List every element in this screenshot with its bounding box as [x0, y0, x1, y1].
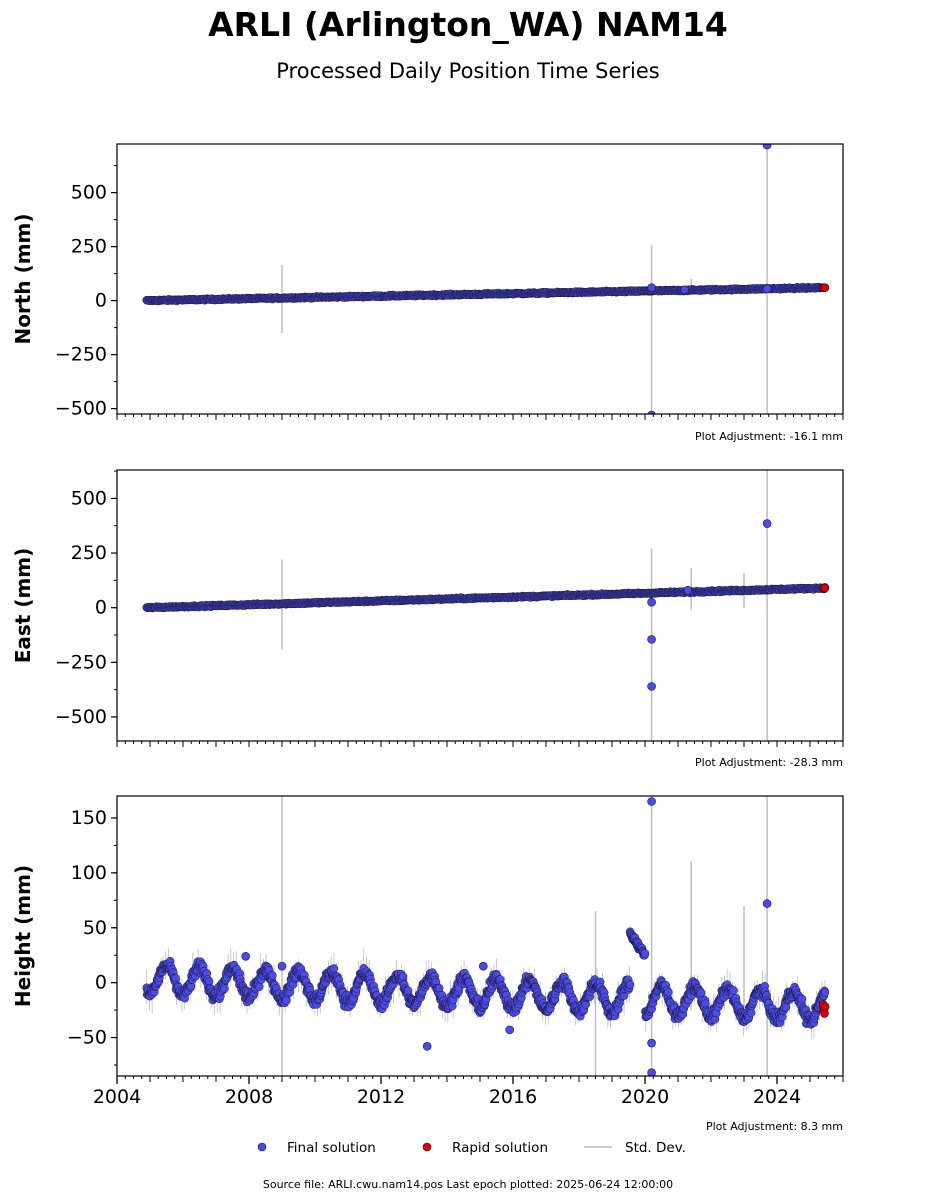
y-tick-label: 0	[95, 972, 107, 994]
rapid-point	[820, 1002, 830, 1012]
plot-area	[142, 144, 830, 414]
final-point	[797, 994, 807, 1004]
y-axis-label: North (mm)	[11, 213, 35, 344]
rapid-point	[820, 583, 830, 593]
final-point	[403, 986, 413, 995]
legend-rapid-marker	[422, 1142, 432, 1152]
final-point	[640, 949, 650, 958]
rapid-point	[820, 283, 830, 292]
x-tick-label: 2008	[225, 1086, 273, 1108]
final-point	[398, 972, 408, 981]
final-point	[625, 980, 635, 989]
y-tick-label: 150	[71, 807, 107, 829]
outlier-point	[647, 635, 656, 644]
outlier-point	[762, 284, 772, 294]
legend-stddev-label: Std. Dev.	[625, 1140, 686, 1156]
outlier-point	[647, 597, 656, 607]
final-point	[729, 986, 738, 995]
outlier-point	[241, 952, 250, 961]
outlier-point	[683, 585, 693, 595]
y-tick-label: 500	[71, 487, 107, 509]
y-tick-label: 250	[71, 236, 107, 258]
final-point	[696, 988, 706, 998]
outlier-point	[647, 410, 656, 414]
y-tick-label: −500	[55, 398, 107, 420]
outlier-point	[647, 283, 656, 292]
outlier-point	[422, 1042, 432, 1051]
y-tick-label: 100	[71, 862, 107, 884]
final-point	[282, 996, 291, 1006]
final-point	[434, 983, 444, 993]
plot-area	[142, 796, 830, 1076]
east-adjustment-label: Plot Adjustment: -28.3 mm	[695, 756, 843, 769]
y-tick-label: −50	[67, 1027, 107, 1049]
outlier-point	[647, 797, 656, 806]
outlier-point	[762, 144, 772, 150]
y-tick-label: 500	[71, 182, 107, 204]
y-axis-label: Height (mm)	[11, 865, 35, 1007]
plot-area	[142, 470, 830, 741]
outlier-point	[505, 1025, 515, 1035]
final-point	[268, 971, 277, 980]
legend-final-label: Final solution	[287, 1140, 376, 1156]
north-adjustment-label: Plot Adjustment: -16.1 mm	[695, 430, 843, 443]
outlier-point	[647, 1038, 656, 1048]
final-point	[781, 1002, 791, 1012]
axes-frame	[116, 143, 844, 415]
outlier-point	[647, 1068, 656, 1076]
y-tick-label: 0	[95, 290, 107, 312]
final-point	[820, 988, 830, 997]
x-tick-label: 2020	[621, 1086, 669, 1108]
final-point	[255, 982, 264, 992]
final-point	[664, 987, 673, 997]
outlier-point	[762, 519, 772, 528]
outlier-point	[680, 285, 689, 295]
outlier-point	[647, 682, 656, 691]
x-tick-label: 2016	[489, 1086, 537, 1108]
legend: Final solution Rapid solution Std. Dev.	[257, 1140, 686, 1156]
y-tick-label: 0	[95, 597, 107, 619]
legend-final-marker	[257, 1142, 267, 1152]
x-tick-label: 2024	[753, 1086, 801, 1108]
x-tick-label: 2004	[93, 1086, 141, 1108]
y-axis-label: East (mm)	[11, 548, 35, 664]
height-adjustment-label: Plot Adjustment: 8.3 mm	[706, 1120, 843, 1133]
y-tick-label: −500	[55, 706, 107, 728]
outlier-point	[277, 961, 287, 971]
y-tick-label: 50	[83, 917, 107, 939]
final-point	[329, 964, 339, 973]
east-panel: −500 −250 0 250 500 East (mm)	[11, 469, 844, 747]
x-tick-label: 2012	[357, 1086, 405, 1108]
height-panel: −50 0 50 100 150 2004 2008 2012 2016 2020 2024 Heig…	[11, 795, 844, 1108]
outlier-point	[762, 899, 772, 908]
y-tick-label: 250	[71, 542, 107, 564]
y-tick-label: −250	[55, 344, 107, 366]
legend-rapid-label: Rapid solution	[452, 1140, 548, 1156]
source-footer: Source file: ARLI.cwu.nam14.pos Last epo…	[263, 1178, 673, 1191]
y-tick-label: −250	[55, 651, 107, 673]
final-point	[220, 984, 229, 993]
axes-frame	[116, 795, 844, 1077]
chart-title: ARLI (Arlington_WA) NAM14	[208, 5, 728, 44]
chart-subtitle: Processed Daily Position Time Series	[276, 59, 660, 83]
outlier-point	[478, 961, 488, 971]
north-panel: −500 −250 0 250 500 North (mm)	[11, 143, 844, 420]
